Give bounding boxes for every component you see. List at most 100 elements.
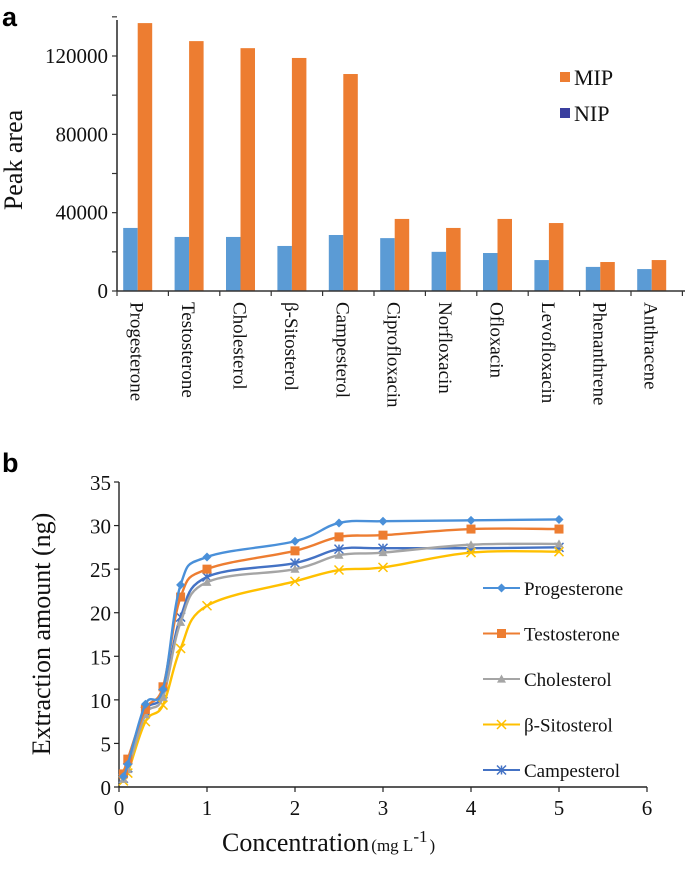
marker-progesterone: [202, 552, 212, 562]
category-label-norfloxacin: Norfloxacin: [434, 302, 455, 394]
panel-b-y-tick-label: 35: [90, 471, 111, 495]
bar-nip-testosterone: [174, 236, 190, 291]
category-label-levofloxacin: Levofloxacin: [537, 302, 558, 404]
marker-testosterone: [466, 524, 476, 534]
category-label-progesterone: Progesterone: [126, 302, 147, 401]
marker-testosterone: [140, 704, 150, 714]
panel-b-x-tick-label: 3: [378, 796, 389, 820]
marker-testosterone: [334, 532, 344, 542]
bar-mip-cholesterol: [240, 48, 255, 291]
marker-cholesterol: [466, 540, 476, 549]
panel-b-x-tick-label: 1: [202, 796, 213, 820]
marker-beta-sitosterol: [333, 564, 345, 576]
legend-item-testosterone: Testosterone: [483, 625, 620, 646]
category-label-campesterol: Campesterol: [331, 302, 352, 398]
legend-marker-cholesterol: [497, 674, 506, 683]
panel-b-x-axis-unit-close: ): [430, 836, 436, 855]
marker-cholesterol: [176, 617, 186, 626]
panel-b-x-tick-label: 6: [642, 796, 653, 820]
legend-item-beta-sitosterol: β-Sitosterol: [483, 716, 613, 737]
category-label-cholesterol: Cholesterol: [229, 302, 250, 390]
legend-label-cholesterol: Cholesterol: [524, 670, 612, 691]
line-cholesterol: [122, 542, 560, 780]
panel-b-line-chart: b Extraction amount (ng) Concentration (m…: [2, 448, 652, 857]
panel-a-bars: [123, 23, 667, 292]
marker-beta-sitosterol: [377, 562, 389, 573]
bar-nip-campesterol: [328, 234, 344, 291]
panel-a-y-tick-label: 0: [98, 279, 109, 303]
panel-a-y-tick-label: 120000: [45, 44, 108, 68]
marker-progesterone: [123, 759, 133, 769]
marker-testosterone: [176, 592, 186, 602]
panel-b-y-tick-label: 25: [90, 558, 111, 582]
panel-a-bar-chart: a Peak area 0 40000 80000 120000 Progestero…: [0, 2, 685, 408]
panel-b-x-axis-title: Concentration (mg L-1): [222, 827, 435, 857]
marker-progesterone: [334, 518, 344, 528]
bar-mip-progesterone: [137, 23, 153, 291]
panel-b-x-tick-label: 4: [466, 796, 477, 820]
panel-b-y-tick-label: 10: [90, 689, 111, 713]
bar-mip-norfloxacin: [446, 227, 461, 291]
panel-b-y-tick-label: 20: [90, 602, 111, 626]
bar-mip-ofloxacin: [497, 218, 512, 291]
panel-b-y-tick-label: 15: [90, 645, 111, 669]
series-campesterol: [118, 542, 565, 784]
panel-label-a: a: [2, 2, 18, 32]
panel-b-x-tick-label: 0: [114, 796, 125, 820]
bar-nip-beta-sitosterol: [277, 245, 292, 291]
marker-progesterone: [158, 684, 168, 694]
panel-a-y-tick-label: 40000: [56, 201, 109, 225]
legend-label-testosterone: Testosterone: [524, 625, 620, 646]
panel-a-y-ticks: 0 40000 80000 120000: [45, 16, 117, 303]
panel-b-ticks: 0 5 10 15 20 25 30 35 0 1 2 3 4 5 6: [90, 471, 652, 820]
legend-item-progesterone: Progesterone: [483, 579, 623, 600]
panel-b-legend: Progesterone Testosterone Cholesterol β-Sit…: [483, 579, 623, 782]
panel-b-x-axis-unit-sup: -1: [413, 827, 427, 846]
marker-cholesterol: [158, 692, 168, 701]
bar-nip-anthracene: [637, 269, 652, 291]
panel-b-x-tick-label: 5: [554, 796, 565, 820]
panel-a-category-labels: Progesterone Testosterone Cholesterol β-Sit…: [126, 302, 661, 408]
marker-progesterone: [290, 536, 300, 546]
bar-nip-phenanthrene: [585, 266, 601, 291]
panel-b-y-tick-label: 0: [101, 776, 112, 800]
marker-beta-sitosterol: [289, 576, 301, 587]
marker-testosterone: [290, 546, 300, 556]
legend-marker-campesterol: [496, 764, 507, 776]
bar-mip-anthracene: [651, 260, 667, 291]
category-label-ciprofloxacin: Ciprofloxacin: [383, 302, 404, 408]
bar-nip-cholesterol: [226, 236, 241, 291]
panel-a-y-axis-title: Peak area: [0, 109, 28, 210]
panel-b-series: [118, 514, 565, 786]
category-label-anthracene: Anthracene: [640, 302, 661, 390]
legend-item-cholesterol: Cholesterol: [483, 670, 612, 691]
marker-beta-sitosterol: [465, 547, 477, 558]
marker-progesterone: [378, 516, 388, 526]
bar-nip-ofloxacin: [483, 253, 498, 291]
panel-b-y-tick-label: 30: [90, 515, 111, 539]
marker-testosterone: [554, 524, 564, 534]
bar-nip-ciprofloxacin: [380, 238, 395, 291]
panel-b-y-axis-title: Extraction amount (ng): [27, 513, 56, 756]
marker-testosterone: [378, 530, 388, 540]
marker-progesterone: [118, 772, 128, 782]
marker-beta-sitosterol: [175, 643, 186, 654]
bar-mip-phenanthrene: [600, 262, 615, 291]
marker-progesterone: [176, 580, 186, 590]
marker-testosterone: [202, 564, 212, 574]
panel-a-y-tick-label: 80000: [56, 122, 109, 146]
legend-swatch-mip: [560, 72, 570, 82]
bar-mip-ciprofloxacin: [394, 218, 410, 291]
marker-cholesterol: [202, 577, 212, 586]
category-label-phenanthrene: Phenanthrene: [588, 302, 609, 405]
bar-nip-progesterone: [123, 227, 138, 291]
series-progesterone: [118, 514, 564, 782]
bar-mip-beta-sitosterol: [291, 57, 307, 292]
marker-cholesterol: [554, 539, 564, 548]
marker-progesterone: [466, 515, 476, 525]
marker-beta-sitosterol: [553, 546, 565, 557]
legend-item-campesterol: Campesterol: [483, 761, 620, 782]
bar-mip-levofloxacin: [548, 223, 564, 291]
marker-beta-sitosterol: [201, 600, 213, 611]
